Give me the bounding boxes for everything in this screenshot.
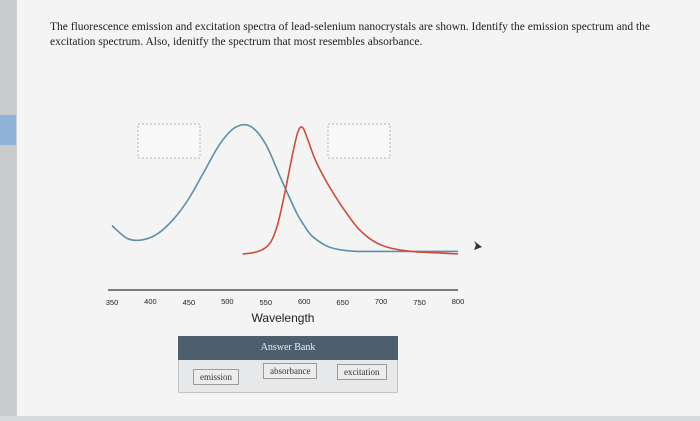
answer-bank: Answer Bank emission absorbance excitati… (178, 336, 398, 396)
x-tick-label: 450 (183, 298, 196, 307)
x-tick-label: 350 (106, 298, 119, 307)
answer-chip-emission[interactable]: emission (193, 369, 240, 385)
x-tick-labels: 350 400 450 500 550 600 650 700 750 800 (106, 297, 465, 307)
left-accent-tab[interactable] (0, 115, 16, 145)
left-strip (0, 0, 16, 416)
cursor-arrow-icon (474, 241, 482, 250)
x-tick-label: 650 (336, 298, 349, 307)
question-text: The fluorescence emission and excitation… (50, 21, 651, 48)
x-tick-label: 800 (452, 297, 465, 306)
answer-bank-body: emission absorbance excitation (178, 360, 398, 393)
x-tick-label: 600 (298, 297, 311, 306)
answer-bank-header: Answer Bank (178, 336, 398, 360)
x-tick-label: 400 (144, 297, 157, 306)
x-axis-label: Wavelength (252, 311, 315, 325)
x-tick-label: 700 (375, 297, 388, 306)
x-tick-label: 500 (221, 297, 234, 306)
drop-target-left[interactable] (137, 123, 201, 159)
answer-chip-excitation[interactable]: excitation (337, 364, 387, 380)
red-spectrum-curve (242, 126, 459, 255)
spectra-curves (111, 123, 459, 255)
drop-target-right[interactable] (327, 123, 391, 159)
answer-chip-absorbance[interactable]: absorbance (263, 363, 318, 379)
x-tick-label: 550 (260, 298, 273, 307)
blue-spectrum-curve (111, 123, 458, 253)
x-tick-label: 750 (413, 298, 426, 307)
